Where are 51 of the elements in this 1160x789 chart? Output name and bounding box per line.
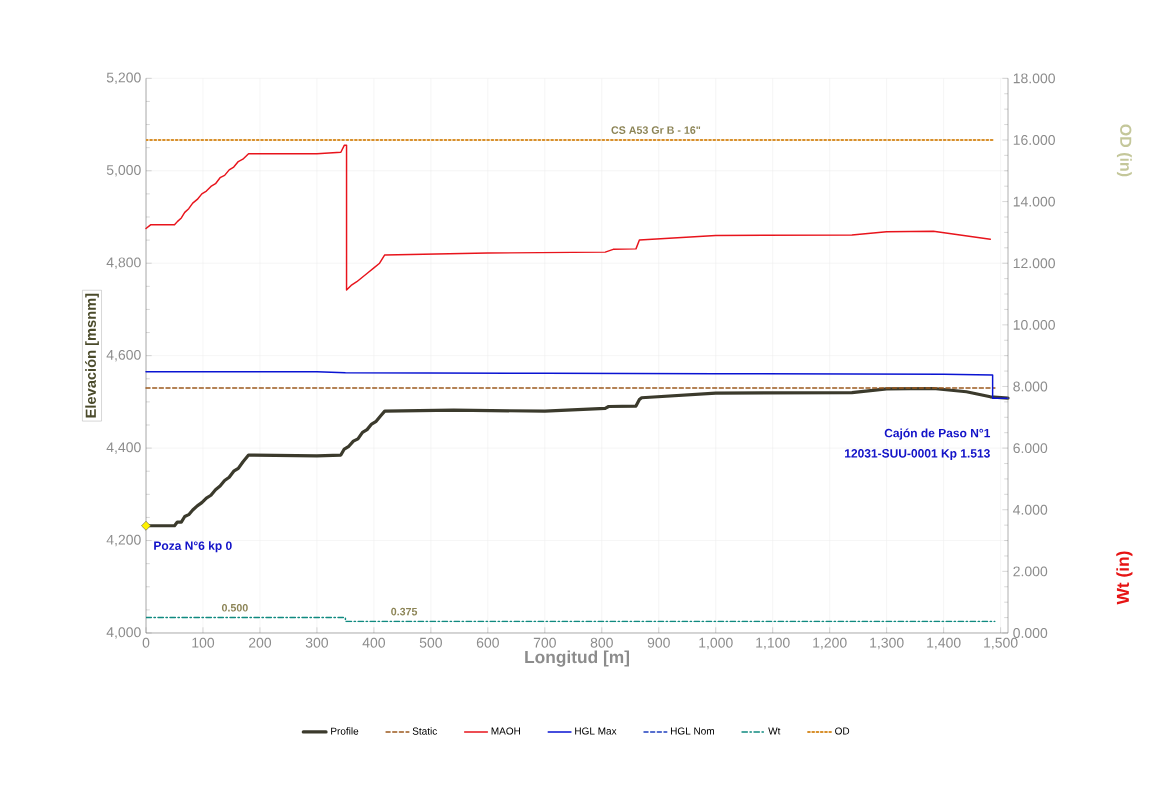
x-tick-label: 1,500 [984, 637, 1018, 650]
data-label: 0.500 [221, 604, 248, 612]
y2-tick-label: 16.000 [1013, 135, 1055, 145]
y-tick-label: 4,400 [106, 442, 141, 454]
y2-tick-label: 10.000 [1013, 319, 1055, 330]
y-tick-label: 4,800 [106, 257, 141, 270]
x-tick-label: 600 [476, 637, 499, 648]
legend-label: Wt [768, 727, 781, 735]
line-series [145, 371, 1009, 399]
x-tick-label: 0 [142, 637, 150, 648]
x-tick-label: 1,300 [870, 637, 904, 650]
y2-axis-title: OD (in) [1116, 124, 1132, 177]
y-axis-title: Elevación [msnm] [85, 293, 99, 418]
annotation: Poza N°6 kp 0 [154, 541, 232, 553]
annotation: 12031-SUU-0001 Kp 1.513 [845, 449, 990, 460]
y2-tick-label: 18.000 [1013, 73, 1055, 84]
y2-tick-label: 8.000 [1013, 381, 1048, 392]
annotation: Cajón de Paso N°1 [884, 428, 991, 440]
x-tick-label: 200 [248, 637, 272, 648]
y-tick-label: 4,200 [106, 534, 141, 547]
x-tick-label: 400 [362, 637, 386, 648]
y-tick-label: 4,000 [106, 627, 141, 639]
data-label: CS A53 Gr B - 16" [611, 126, 701, 134]
y2-tick-label: 14.000 [1013, 196, 1055, 207]
x-tick-label: 700 [533, 637, 556, 648]
x-tick-label: 1,000 [699, 637, 733, 650]
x-tick-label: 300 [305, 637, 329, 648]
y2-tick-label: 0.000 [1013, 628, 1048, 638]
x-axis-title: Longitud [m] [525, 650, 629, 667]
text: Wt (in) [1116, 551, 1133, 605]
legend-label: MAOH [491, 727, 520, 735]
y2-tick-label: 2.000 [1013, 566, 1048, 577]
y-tick-label: 5,000 [106, 165, 141, 177]
x-tick-label: 1,100 [756, 637, 790, 650]
x-tick-label: 100 [192, 637, 215, 648]
legend-label: HGL Max [575, 727, 617, 735]
legend-label: Static [412, 727, 437, 735]
y2-tick-label: 6.000 [1013, 443, 1048, 454]
y-tick-label: 4,600 [106, 349, 141, 362]
y-tick-label: 5,200 [106, 72, 141, 85]
x-tick-label: 500 [419, 637, 442, 648]
x-tick-label: 800 [590, 637, 613, 648]
x-tick-label: 1,400 [927, 637, 961, 650]
legend-label: Profile [331, 727, 359, 735]
y2-tick-label: 4.000 [1013, 504, 1048, 515]
y2-tick-label: 12.000 [1013, 258, 1055, 269]
legend-label: HGL Nom [670, 727, 714, 735]
legend-label: OD [835, 727, 850, 735]
x-tick-label: 900 [647, 637, 670, 648]
data-label: 0.375 [391, 607, 418, 616]
x-tick-label: 1,200 [813, 637, 847, 650]
